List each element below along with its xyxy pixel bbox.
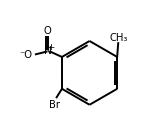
Text: +: + (47, 43, 54, 52)
Text: CH₃: CH₃ (109, 33, 127, 43)
Text: ⁻O: ⁻O (19, 50, 32, 60)
Text: Br: Br (49, 100, 60, 110)
Text: O: O (43, 26, 51, 36)
Text: N: N (44, 46, 52, 56)
